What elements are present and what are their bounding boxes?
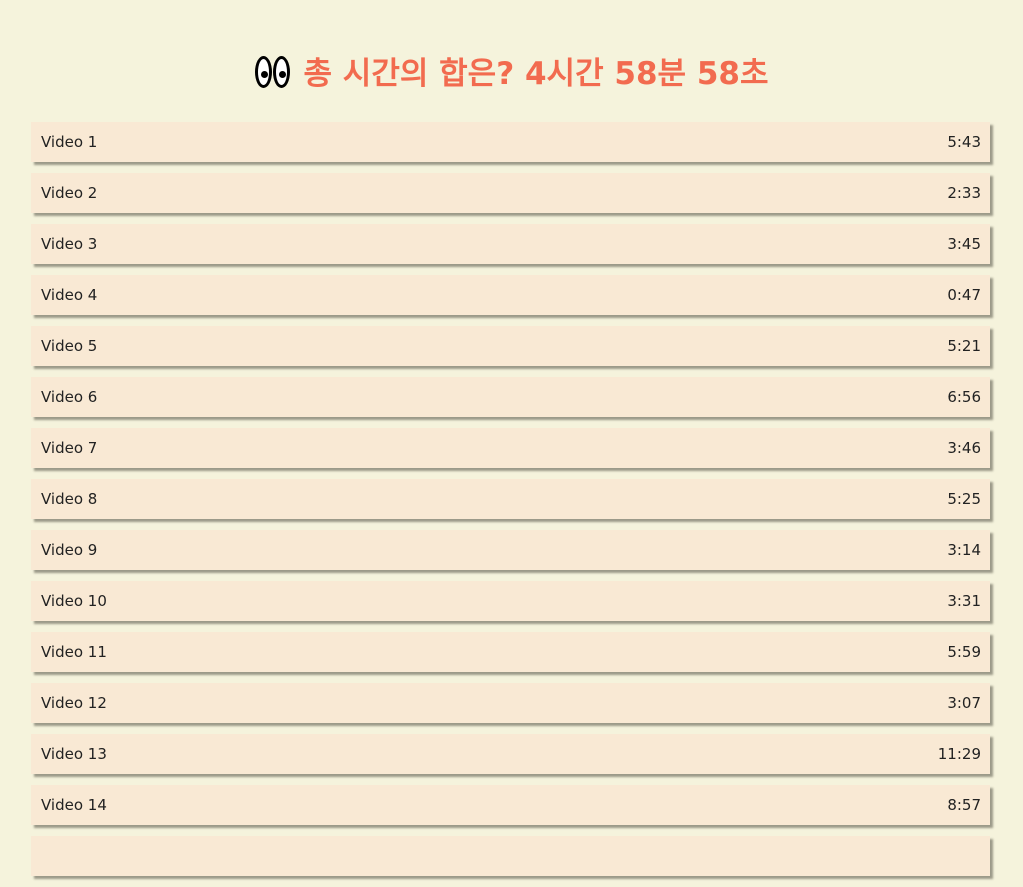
video-duration: 8:57 bbox=[947, 796, 981, 814]
video-title: Video 13 bbox=[41, 745, 107, 763]
video-title: Video 10 bbox=[41, 592, 107, 610]
video-title: Video 1 bbox=[41, 133, 98, 151]
video-item[interactable]: Video 5 5:21 bbox=[31, 326, 990, 366]
video-title: Video 14 bbox=[41, 796, 107, 814]
video-title: Video 5 bbox=[41, 337, 98, 355]
video-title: Video 7 bbox=[41, 439, 98, 457]
video-duration: 3:45 bbox=[947, 235, 981, 253]
video-item[interactable]: Video 12 3:07 bbox=[31, 683, 990, 723]
video-duration: 6:56 bbox=[947, 388, 981, 406]
video-title: Video 4 bbox=[41, 286, 98, 304]
video-title: Video 9 bbox=[41, 541, 98, 559]
video-item[interactable]: Video 2 2:33 bbox=[31, 173, 990, 213]
video-duration: 3:31 bbox=[947, 592, 981, 610]
video-item[interactable]: Video 13 11:29 bbox=[31, 734, 990, 774]
video-title: Video 11 bbox=[41, 643, 107, 661]
video-item[interactable]: Video 11 5:59 bbox=[31, 632, 990, 672]
page-title: 총 시간의 합은? 4시간 58분 58초 bbox=[0, 49, 1023, 99]
video-duration: 3:14 bbox=[947, 541, 981, 559]
video-item[interactable]: Video 1 5:43 bbox=[31, 122, 990, 162]
video-title: Video 8 bbox=[41, 490, 98, 508]
video-duration: 5:25 bbox=[947, 490, 981, 508]
eyes-icon bbox=[254, 56, 290, 89]
video-item[interactable]: Video 3 3:45 bbox=[31, 224, 990, 264]
total-time-heading: 총 시간의 합은? 4시간 58분 58초 bbox=[303, 55, 769, 92]
video-item[interactable] bbox=[31, 836, 990, 876]
video-item[interactable]: Video 4 0:47 bbox=[31, 275, 990, 315]
video-duration: 0:47 bbox=[947, 286, 981, 304]
video-item[interactable]: Video 9 3:14 bbox=[31, 530, 990, 570]
video-title: Video 3 bbox=[41, 235, 98, 253]
video-duration: 2:33 bbox=[947, 184, 981, 202]
video-duration: 3:07 bbox=[947, 694, 981, 712]
video-item[interactable]: Video 7 3:46 bbox=[31, 428, 990, 468]
video-item[interactable]: Video 6 6:56 bbox=[31, 377, 990, 417]
video-item[interactable]: Video 8 5:25 bbox=[31, 479, 990, 519]
video-title: Video 2 bbox=[41, 184, 98, 202]
video-title: Video 6 bbox=[41, 388, 98, 406]
video-list: Video 1 5:43 Video 2 2:33 Video 3 3:45 V… bbox=[31, 122, 990, 887]
video-duration: 5:43 bbox=[947, 133, 981, 151]
video-duration: 11:29 bbox=[937, 745, 981, 763]
video-item[interactable]: Video 10 3:31 bbox=[31, 581, 990, 621]
video-duration: 3:46 bbox=[947, 439, 981, 457]
video-duration: 5:59 bbox=[947, 643, 981, 661]
video-item[interactable]: Video 14 8:57 bbox=[31, 785, 990, 825]
video-duration: 5:21 bbox=[947, 337, 981, 355]
video-title: Video 12 bbox=[41, 694, 107, 712]
